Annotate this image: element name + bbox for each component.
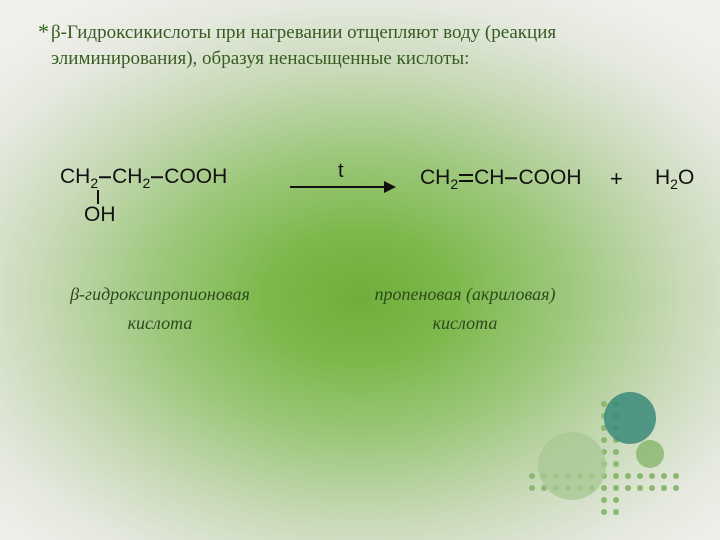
bullet-row: * β-Гидроксикислоты при нагревании отщеп… <box>38 20 660 71</box>
product-formula: CH2CHCOOH <box>420 166 581 190</box>
water-formula: H2O <box>655 166 694 190</box>
deco-circle-large-light <box>538 432 606 500</box>
deco-circle-small <box>636 440 664 468</box>
sub2-b: 2 <box>142 175 150 191</box>
w-sub2: 2 <box>670 176 678 192</box>
reaction-equation: CH2CH2COOH OH t CH2CHCOOH + H2O <box>40 156 680 246</box>
double-bond <box>458 171 474 185</box>
sub2-a: 2 <box>90 175 98 191</box>
caption-left-line1: β-гидроксипропионовая <box>70 284 250 304</box>
caption-left-line2: кислота <box>128 313 193 333</box>
arrow-head <box>384 181 396 193</box>
plus-sign: + <box>610 166 623 192</box>
caption-right-line2: кислота <box>433 313 498 333</box>
oh-group: OH <box>84 204 116 225</box>
w-o: O <box>678 166 694 189</box>
arrow-line <box>290 186 385 188</box>
p-cooh: COOH <box>518 166 581 189</box>
p-ch: CH <box>474 166 504 189</box>
bullet-asterisk: * <box>38 20 49 44</box>
p-sub2: 2 <box>450 176 458 192</box>
reactant-formula: CH2CH2COOH OH <box>60 166 227 187</box>
slide: * β-Гидроксикислоты при нагревании отщеп… <box>0 0 720 540</box>
decorative-graphic <box>512 366 702 526</box>
caption-reactant: β-гидроксипропионовая кислота <box>50 280 270 338</box>
bullet-text: β-Гидроксикислоты при нагревании отщепля… <box>51 20 660 71</box>
caption-product: пропеновая (акриловая) кислота <box>350 280 580 338</box>
ch2-a: CH <box>60 165 90 188</box>
arrow-label: t <box>338 160 344 183</box>
w-h: H <box>655 166 670 189</box>
p-ch2: CH <box>420 166 450 189</box>
reaction-arrow: t <box>290 176 400 206</box>
caption-right-line1: пропеновая (акриловая) <box>374 284 555 304</box>
vertical-bond <box>97 190 99 204</box>
deco-circle-teal <box>604 392 656 444</box>
cooh-1: COOH <box>164 165 227 188</box>
ch2-b: CH <box>112 165 142 188</box>
